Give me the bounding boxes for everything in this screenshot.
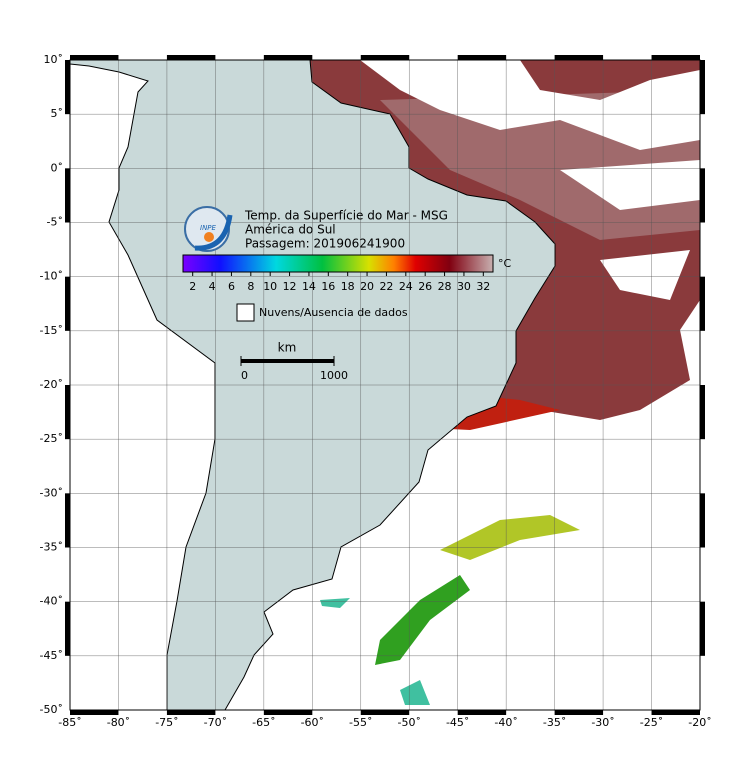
x-tick-label: -70˚	[204, 716, 227, 729]
colorbar-tick-label: 18	[341, 280, 355, 293]
frame-band	[651, 55, 700, 60]
frame-band	[263, 55, 313, 60]
x-tick-label: -75˚	[155, 716, 178, 729]
sst-south	[375, 575, 470, 665]
frame-band	[263, 710, 313, 715]
y-tick-label: -10˚	[40, 270, 63, 283]
y-tick-label: -50˚	[40, 703, 63, 716]
colorbar-tick-label: 28	[438, 280, 452, 293]
y-tick-label: 0˚	[51, 161, 64, 174]
colorbar-tick-label: 14	[302, 280, 316, 293]
sst-south	[440, 515, 580, 560]
x-tick-label: -25˚	[640, 716, 663, 729]
y-tick-label: -30˚	[40, 486, 63, 499]
frame-band	[70, 710, 119, 715]
frame-band	[554, 710, 604, 715]
frame-band	[65, 60, 70, 115]
y-tick-label: -25˚	[40, 432, 63, 445]
colorbar-tick-label: 2	[189, 280, 196, 293]
y-tick-label: -45˚	[40, 649, 63, 662]
frame-band	[700, 385, 705, 440]
colorbar	[182, 254, 494, 273]
x-tick-label: -60˚	[301, 716, 324, 729]
colorbar-unit: °C	[498, 257, 512, 270]
frame-band	[700, 601, 705, 656]
frame-band	[700, 493, 705, 548]
frame-band	[554, 55, 604, 60]
y-tick-label: 10˚	[44, 53, 64, 66]
frame-band	[457, 55, 507, 60]
x-tick-label: -65˚	[252, 716, 275, 729]
x-tick-label: -85˚	[58, 716, 81, 729]
frame-band	[65, 385, 70, 440]
y-tick-label: -40˚	[40, 595, 63, 608]
logo-dot	[204, 232, 214, 242]
x-tick-label: -50˚	[397, 716, 420, 729]
frame-band	[700, 60, 705, 115]
colorbar-tick-label: 10	[263, 280, 277, 293]
frame-band	[70, 55, 119, 60]
colorbar-tick-label: 6	[228, 280, 235, 293]
frame-band	[166, 710, 216, 715]
colorbar-tick-label: 4	[209, 280, 216, 293]
frame-band	[360, 710, 410, 715]
frame-band	[166, 55, 216, 60]
frame-band	[65, 601, 70, 656]
colorbar-tick-label: 32	[476, 280, 490, 293]
x-tick-label: -35˚	[543, 716, 566, 729]
colorbar-tick-label: 20	[360, 280, 374, 293]
y-tick-label: -15˚	[40, 324, 63, 337]
colorbar-tick-label: 26	[418, 280, 432, 293]
logo-text: INPE	[200, 224, 217, 232]
scale-unit: km	[278, 341, 297, 355]
frame-band	[700, 168, 705, 223]
scale-bar	[241, 359, 334, 363]
x-tick-label: -20˚	[688, 716, 711, 729]
colorbar-tick-label: 22	[379, 280, 393, 293]
scale-tick-label: 1000	[320, 369, 348, 382]
x-tick-label: -55˚	[349, 716, 372, 729]
y-tick-label: -20˚	[40, 378, 63, 391]
x-tick-label: -40˚	[494, 716, 517, 729]
frame-band	[65, 493, 70, 548]
frame-band	[65, 276, 70, 331]
colorbar-tick-label: 24	[399, 280, 413, 293]
logo-arrow	[194, 214, 233, 251]
x-tick-label: -45˚	[446, 716, 469, 729]
legend-swatch	[236, 303, 255, 322]
legend-label: Nuvens/Ausencia de dados	[259, 306, 408, 319]
y-tick-label: -35˚	[40, 541, 63, 554]
frame-band	[65, 168, 70, 223]
y-tick-label: 5˚	[51, 107, 64, 120]
y-tick-label: -5˚	[47, 216, 63, 229]
x-tick-label: -30˚	[591, 716, 614, 729]
colorbar-tick-label: 8	[247, 280, 254, 293]
colorbar-tick-label: 30	[457, 280, 471, 293]
sst-south	[320, 598, 430, 705]
scale-tick-label: 0	[241, 369, 248, 382]
frame-band	[360, 55, 410, 60]
colorbar-tick-label: 12	[283, 280, 297, 293]
clouds	[360, 60, 700, 300]
frame-band	[700, 276, 705, 331]
title: Temp. da Superfície do Mar - MSG	[244, 209, 448, 223]
pass-time: Passagem: 201906241900	[245, 237, 405, 251]
x-tick-label: -80˚	[107, 716, 130, 729]
frame-band	[651, 710, 700, 715]
colorbar-tick-label: 16	[321, 280, 335, 293]
subtitle: América do Sul	[245, 223, 336, 237]
frame-band	[457, 710, 507, 715]
